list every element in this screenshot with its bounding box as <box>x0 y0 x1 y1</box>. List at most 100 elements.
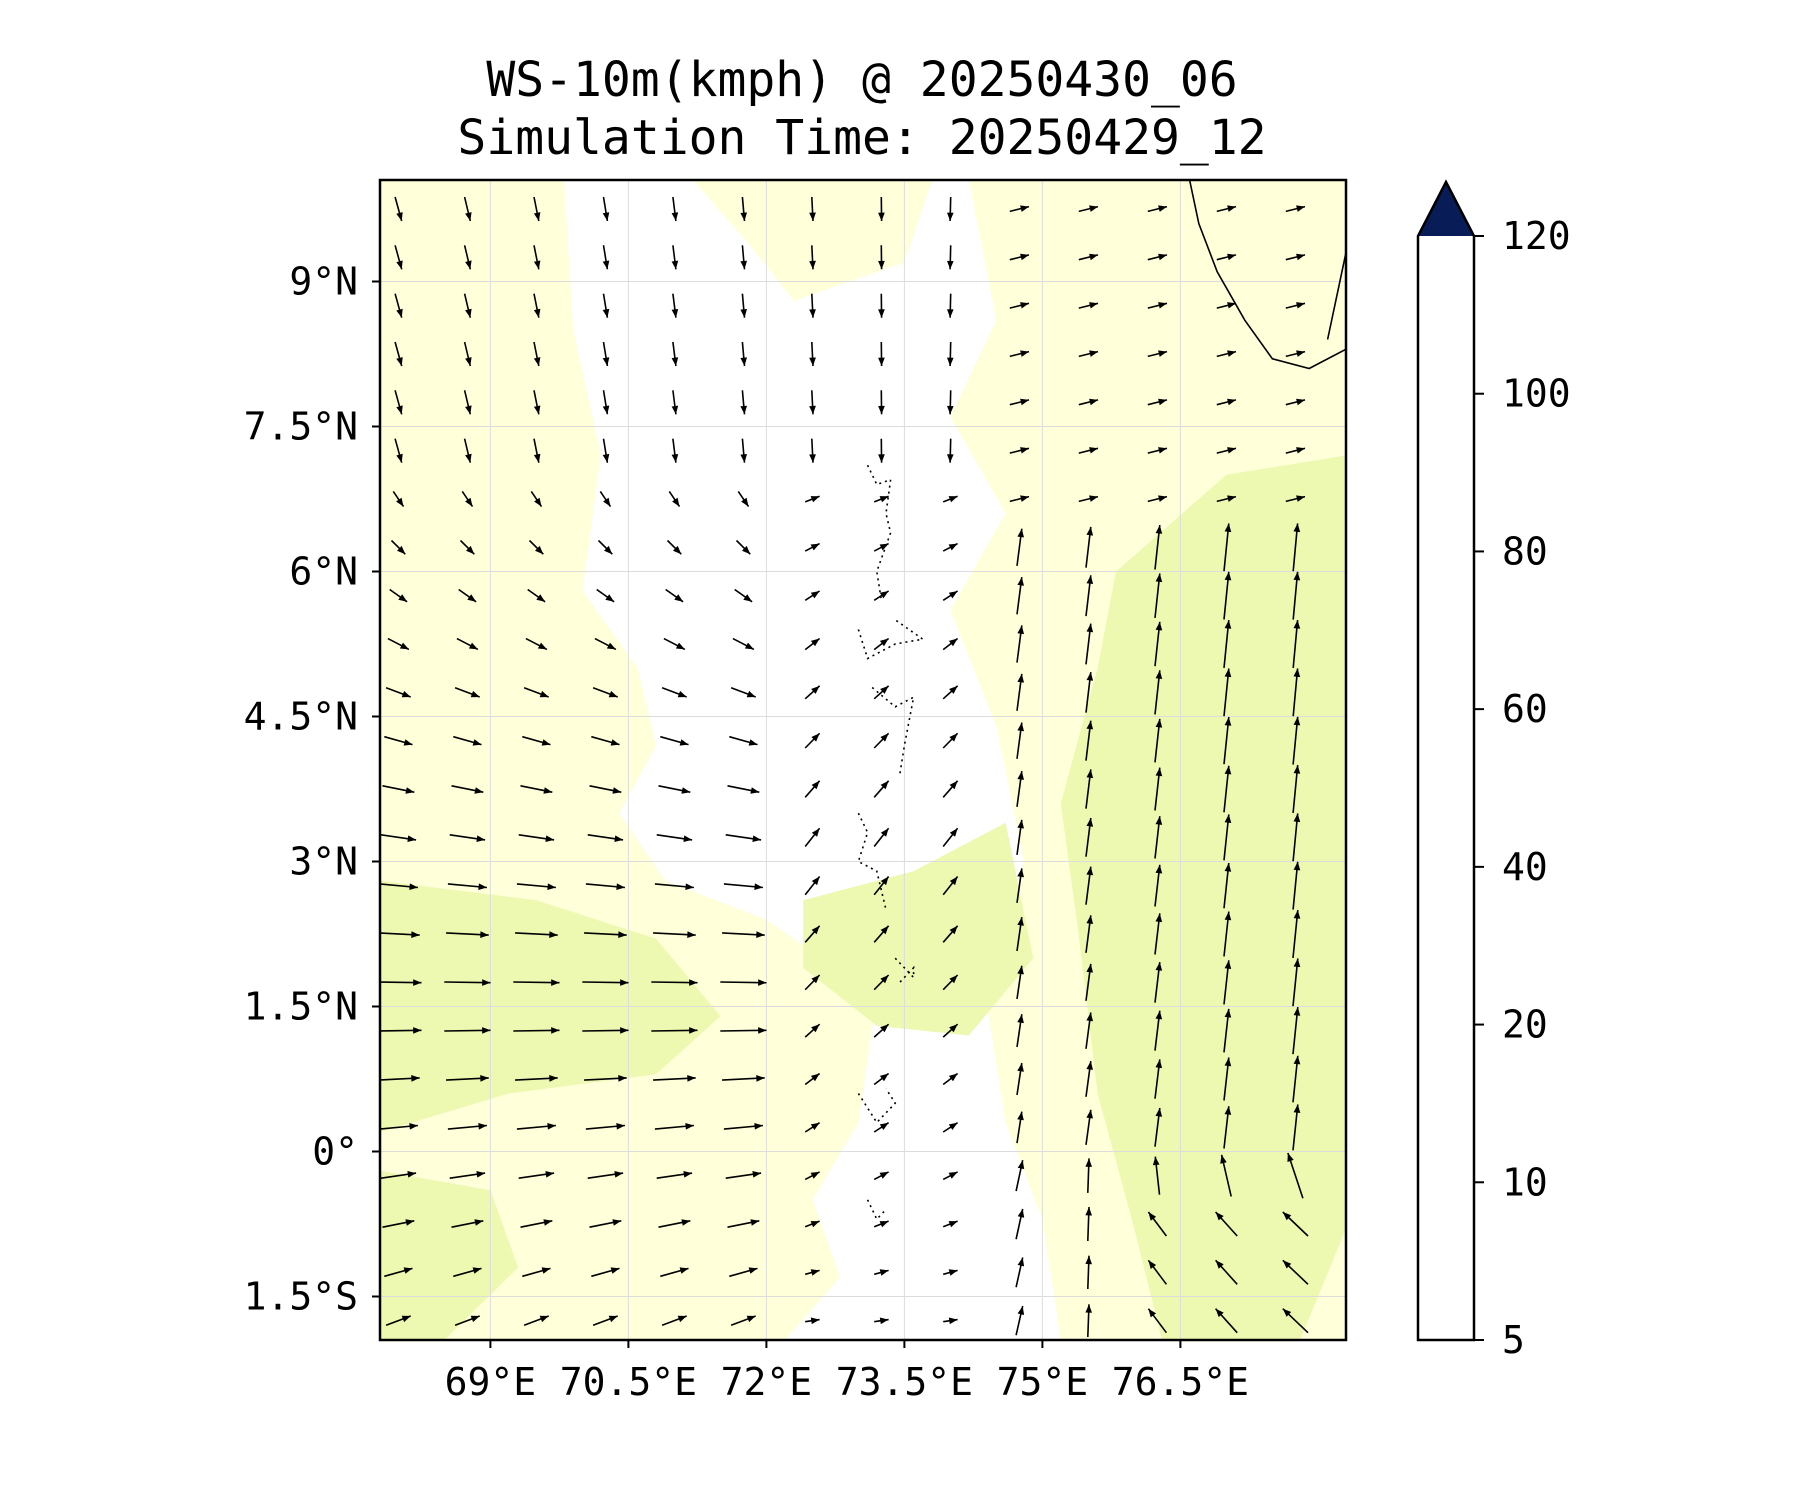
wind-arrow <box>1147 447 1168 454</box>
wind-arrow <box>729 1267 758 1278</box>
colorbar-tick-label: 5 <box>1502 1318 1525 1362</box>
wind-arrow <box>671 245 679 270</box>
wind-arrow <box>1009 398 1030 406</box>
wind-arrow <box>1292 668 1301 717</box>
wind-arrow <box>533 390 541 415</box>
wind-arrow <box>446 931 489 938</box>
wind-arrow <box>804 1072 821 1086</box>
wind-arrow <box>942 827 959 847</box>
wind-arrow <box>1016 868 1024 904</box>
wind-arrow <box>873 827 890 847</box>
wind-arrow <box>1292 1104 1301 1151</box>
wind-arrow <box>533 341 541 367</box>
wind-arrow <box>394 245 403 270</box>
wind-arrow <box>1147 205 1168 213</box>
wind-arrow <box>1223 523 1232 572</box>
longitude-ticks: 69°E 70.5°E 72°E 73.5°E 75°E 76.5°E <box>445 1340 1249 1404</box>
wind-arrow <box>942 495 958 503</box>
wind-arrow <box>516 883 556 890</box>
wind-arrow <box>1220 1154 1232 1197</box>
wind-arrow <box>385 686 411 698</box>
wind-arrow <box>1215 1308 1238 1334</box>
wind-arrow <box>1147 1308 1168 1334</box>
wind-arrow <box>942 1220 958 1228</box>
lat-tick-label: 1.5°S <box>244 1275 358 1319</box>
wind-arrow <box>522 1267 551 1278</box>
wind-arrow <box>447 883 487 890</box>
wind-arrow <box>947 438 954 463</box>
wind-arrow <box>1292 620 1301 668</box>
wind-arrow <box>459 539 475 555</box>
wind-arrow <box>463 390 472 415</box>
wind-arrow <box>582 1027 629 1034</box>
island-outline <box>866 1199 887 1221</box>
wind-arrow <box>585 883 625 890</box>
wind-arrow <box>1085 963 1093 1001</box>
wind-arrow <box>527 588 546 603</box>
wind-arrow <box>1015 1257 1025 1288</box>
wind-arrow <box>1009 350 1030 358</box>
map-frame <box>378 178 1348 1342</box>
wind-arrow <box>942 637 959 651</box>
wind-arrow <box>658 785 691 794</box>
wind-arrow <box>666 539 682 555</box>
wind-arrow <box>1216 253 1237 261</box>
wind-arrow <box>654 883 694 890</box>
wind-arrow <box>740 245 747 270</box>
wind-arrow <box>458 588 477 603</box>
wind-arrow <box>584 931 627 938</box>
colorbar-tick-label: 100 <box>1502 372 1571 416</box>
wind-arrow <box>1154 913 1163 955</box>
wind-arrow <box>804 1023 821 1038</box>
wind-arrow <box>804 732 821 749</box>
wind-arrow <box>740 293 747 318</box>
wind-arrow <box>658 1219 691 1228</box>
wind-arrow <box>1292 716 1301 765</box>
wind-arrow <box>1154 1107 1163 1147</box>
wind-arrow <box>947 245 954 270</box>
wind-arrow <box>390 539 406 555</box>
wind-arrow <box>1085 623 1094 665</box>
wind-arrow <box>456 637 479 651</box>
wind-arrow <box>942 974 959 991</box>
wind-arrow <box>878 293 885 318</box>
wind-arrow <box>451 785 484 794</box>
wind-arrow <box>1015 1208 1025 1240</box>
wind-arrow <box>1282 1211 1309 1237</box>
wind-arrow <box>804 827 821 847</box>
wind-arrow <box>873 780 890 798</box>
wind-arrow <box>873 637 890 651</box>
wind-arrow <box>449 1171 486 1179</box>
wind-arrow <box>734 588 753 603</box>
wind-arrow <box>584 1075 627 1082</box>
wind-arrow <box>1292 571 1301 620</box>
wind-arrow <box>809 341 816 367</box>
wind-arrow <box>730 686 756 698</box>
wind-arrow <box>523 686 549 698</box>
wind-arrow <box>513 979 560 986</box>
wind-arrow <box>1085 1109 1093 1146</box>
wind-arrow <box>461 490 474 508</box>
wind-arrow <box>942 925 959 943</box>
wind-arrow <box>1078 253 1099 261</box>
wind-arrow <box>384 735 413 746</box>
wind-arrow <box>873 974 890 991</box>
wind-arrow <box>1078 447 1099 454</box>
wind-arrow <box>453 735 482 746</box>
map-panel: 69°E 70.5°E 72°E 73.5°E 75°E 76.5°E 9°N 7.5°N 6… <box>244 178 1348 1404</box>
wind-arrow <box>727 785 760 794</box>
wind-arrow <box>804 1220 820 1228</box>
wind-arrow <box>533 196 541 222</box>
wind-arrow <box>1009 302 1030 309</box>
wind-arrow <box>878 438 885 463</box>
wind-arrow <box>671 438 679 463</box>
lon-tick-label: 69°E <box>445 1360 537 1404</box>
wind-arrow <box>1016 576 1024 615</box>
wind-arrow <box>874 1317 889 1325</box>
wind-arrow <box>1085 817 1094 857</box>
wind-arrow <box>942 732 959 749</box>
wind-arrow <box>513 1027 560 1034</box>
wind-arrow <box>942 876 959 896</box>
wind-arrow <box>1285 350 1306 358</box>
